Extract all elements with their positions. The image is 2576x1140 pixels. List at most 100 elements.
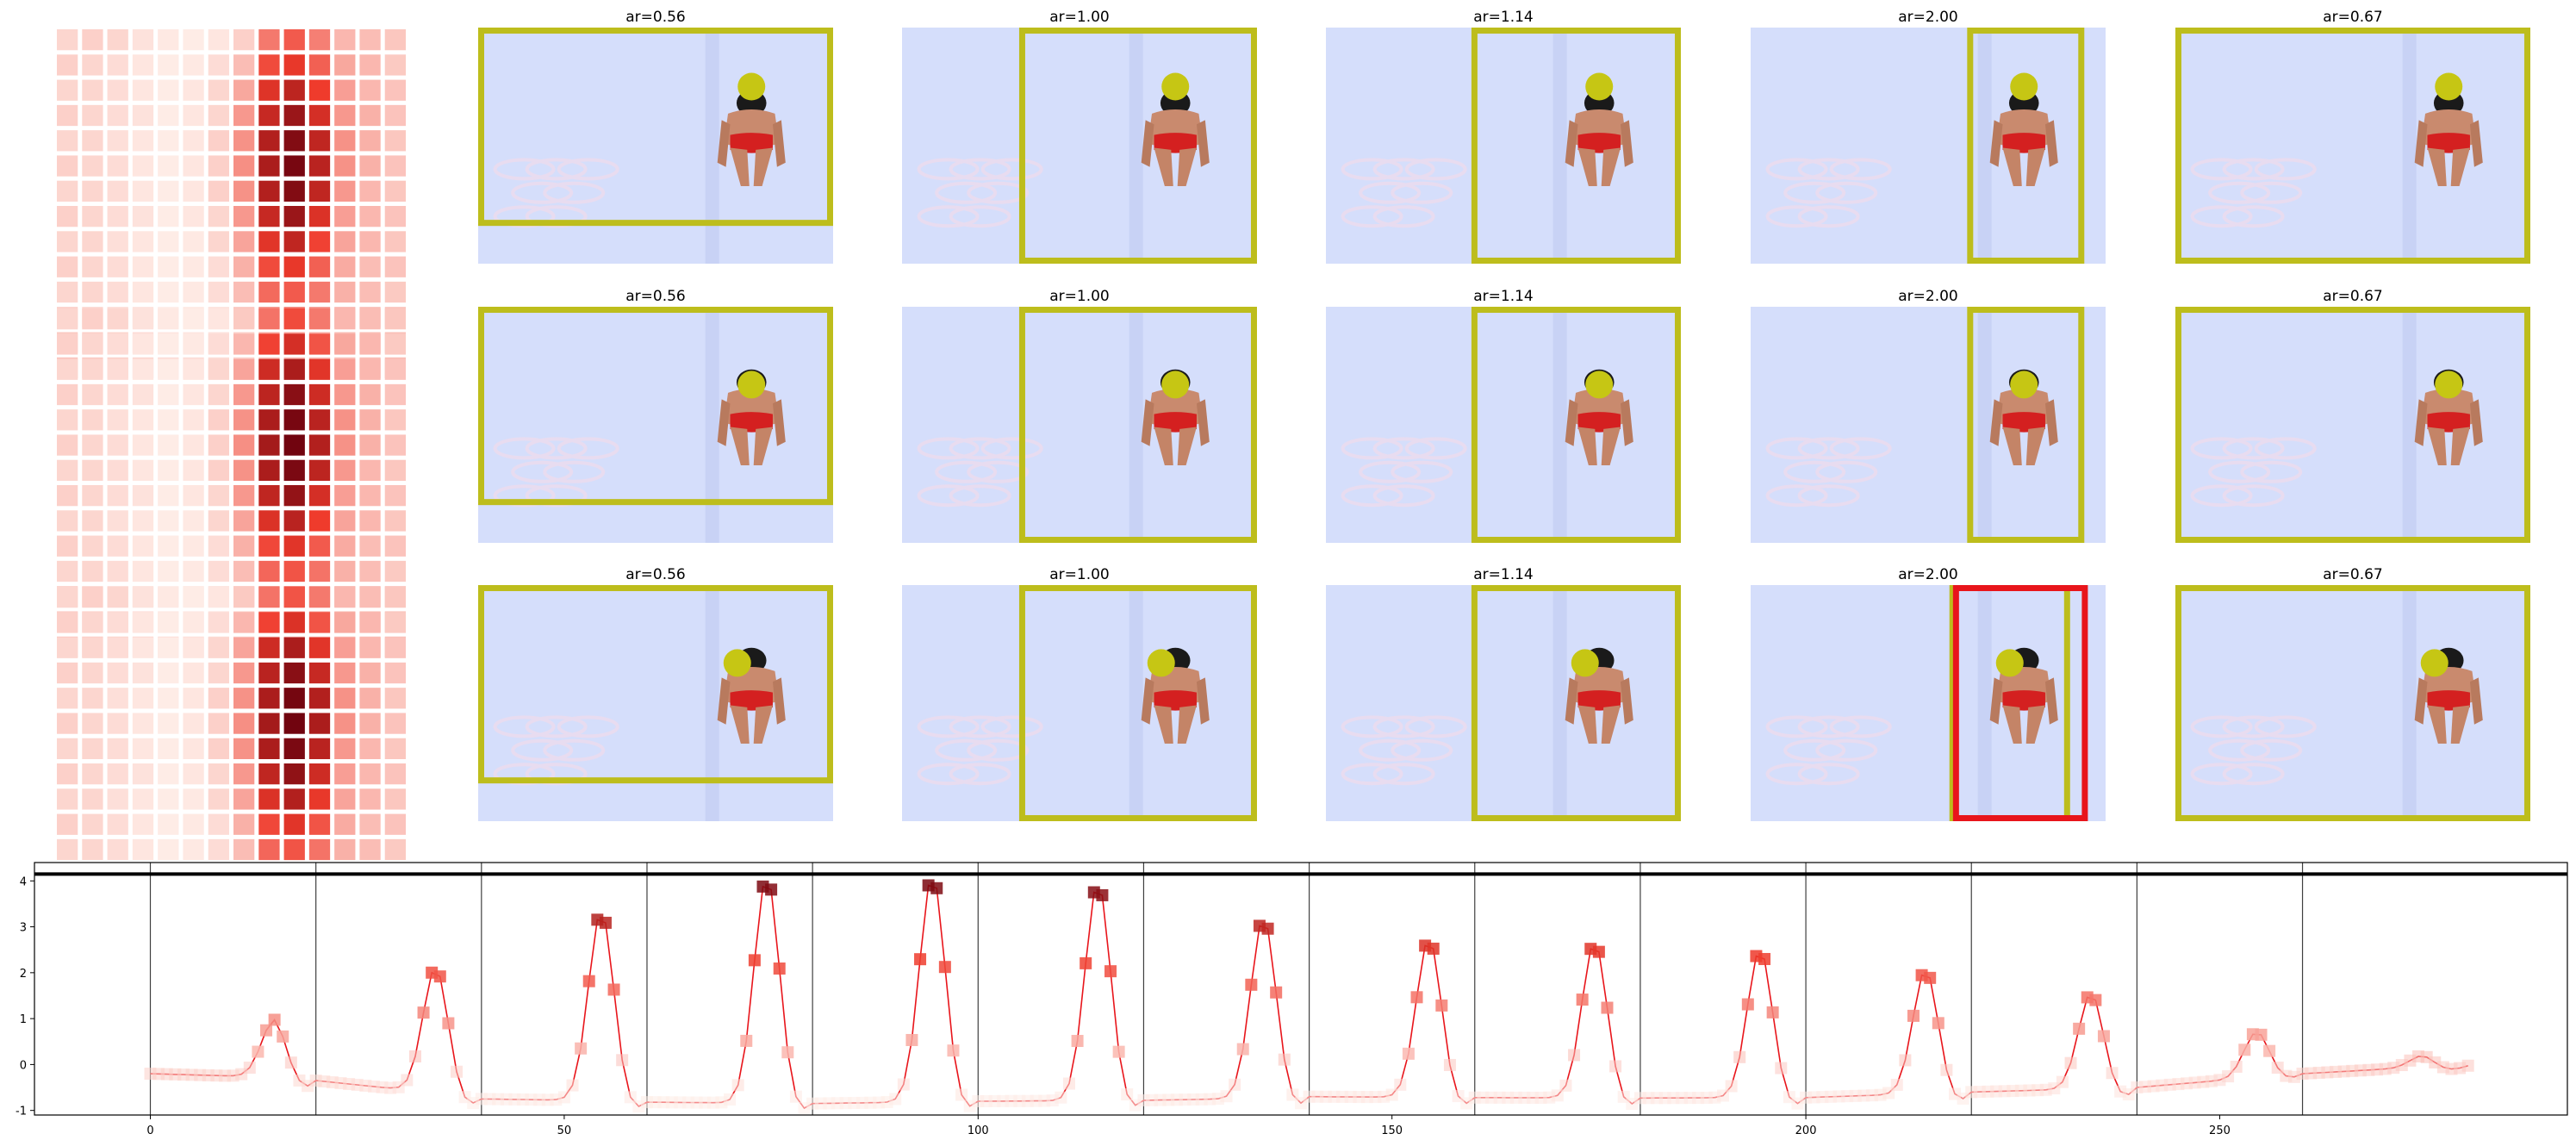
heatmap-cell [183,560,204,582]
heatmap-cell [107,535,128,557]
heatmap-cell [183,383,204,406]
heatmap-cell [158,662,179,684]
heatmap-cell [208,637,229,658]
crop-panel: ar=2.00 [1751,288,2106,543]
ring-shape [1372,484,1435,508]
heatmap-cell [233,54,255,76]
heatmap-cell [384,358,406,380]
ring-shape [2208,738,2271,762]
ring-shape [543,460,606,483]
heatmap-cell [283,130,305,152]
crop-panel: ar=0.67 [2175,288,2530,543]
heatmap-cell [233,788,255,810]
heatmap-cell [283,662,305,684]
heatmap-cell [283,29,305,51]
heatmap-cell [82,281,103,303]
heatmap-cell [107,333,128,355]
ring-shape [2222,158,2285,181]
olympic-rings [493,437,619,508]
x-tick-label: 200 [1795,1124,1817,1137]
heatmap-cell [308,180,331,202]
heatmap-cell [359,738,381,759]
heatmap-cell [283,333,305,355]
heatmap-cell [359,383,381,406]
ring-shape [1783,738,1846,762]
heatmap-cell [158,333,179,355]
saliency-point [1161,371,1190,399]
heatmap-cell [283,713,305,734]
y-tick-label: 0 [20,1059,27,1072]
heatmap-cell [158,409,179,431]
heatmap-cell [233,637,255,658]
heatmap-cell [183,637,204,658]
ring-shape [1341,715,1403,738]
heatmap-cell [82,813,103,835]
heatmap-cell [82,688,103,709]
photo-pole [705,585,719,821]
crop-box [1471,585,1682,821]
heatmap-cell [308,459,331,481]
heatmap-cell [82,485,103,507]
olympic-rings [1341,158,1467,228]
heatmap-cell [107,155,128,177]
heatmap-cell [183,662,204,684]
photo-pole [1977,307,1992,543]
heatmap-cell [308,738,331,759]
heatmap-cell [107,485,128,507]
data-point [401,1074,414,1087]
heatmap-cell [308,662,331,684]
x-tick-label: 250 [2209,1124,2231,1137]
heatmap-cell [107,662,128,684]
heatmap-cell [258,383,280,406]
heatmap-cell [233,560,255,582]
saliency-point [737,72,766,101]
data-point [1775,1062,1788,1075]
heatmap-cell [158,434,179,456]
ring-shape [1404,437,1467,460]
heatmap-cell [57,29,78,51]
heatmap-cell [208,612,229,633]
heatmap-cell [183,459,204,481]
data-point [408,1050,421,1062]
heatmap-cell [208,358,229,380]
data-point [1435,999,1448,1012]
heatmap-cell [208,813,229,835]
heatmap-cell [233,206,255,227]
crop-box [1952,585,2088,821]
ring-shape [980,158,1043,181]
heatmap-cell [359,231,381,252]
photo-pole [1552,307,1567,543]
heatmap-cell [158,637,179,658]
heatmap-cell [308,485,331,507]
heatmap-cell [258,256,280,277]
heatmap-cell [308,713,331,734]
heatmap-cell [82,383,103,406]
ring-shape [2222,763,2285,786]
heatmap-cell [334,434,356,456]
heatmap-cell [82,256,103,277]
data-point [2461,1059,2474,1072]
saliency-point [1571,649,1599,677]
olympic-rings [1765,437,1892,508]
olympic-rings [493,158,619,228]
heatmap-cell [359,459,381,481]
ring-shape [1797,484,1860,508]
data-point [599,916,612,929]
heatmap-cell [334,29,356,51]
data-point [1270,986,1283,999]
olympic-rings [493,715,619,786]
olympic-rings [917,715,1043,786]
ring-shape [1391,738,1453,762]
ring-shape [1783,460,1846,483]
data-point [2073,1022,2086,1035]
heatmap-cell [132,587,154,608]
crop-panel: ar=1.00 [902,9,1257,264]
heatmap-cell [283,459,305,481]
heatmap-cell [308,104,331,127]
heatmap-cell [57,180,78,202]
heatmap-cell [233,612,255,633]
heatmap-cell [183,231,204,252]
heatmap-cell [82,104,103,127]
data-point [765,883,778,896]
heatmap-cell [132,281,154,303]
